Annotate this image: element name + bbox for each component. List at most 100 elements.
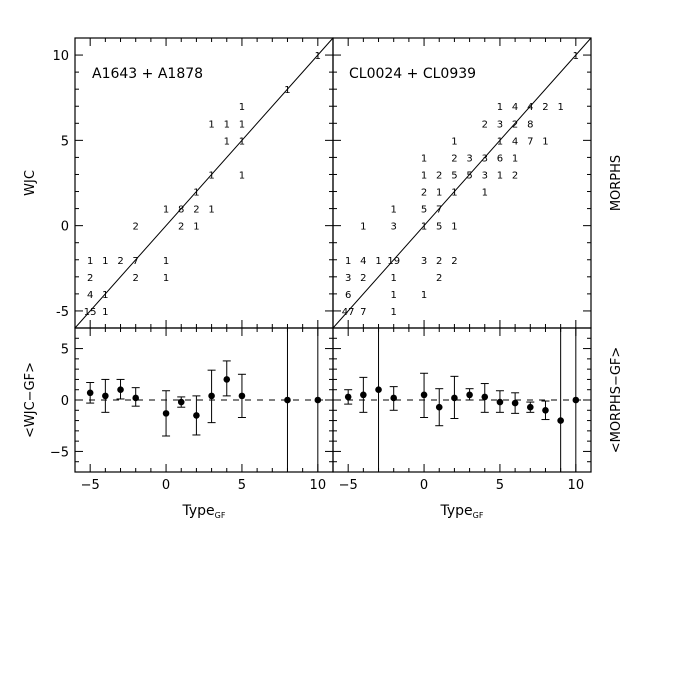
y-tick-label: 10 bbox=[52, 49, 69, 64]
count-label: 5 bbox=[436, 222, 442, 233]
count-label: 1 bbox=[573, 51, 579, 62]
x-tick-label: 5 bbox=[238, 478, 246, 493]
count-label: 3 bbox=[345, 273, 351, 284]
count-label: 2 bbox=[193, 205, 199, 216]
count-label: 1 bbox=[87, 256, 93, 267]
count-label: 4 bbox=[512, 102, 518, 113]
count-label: 1 bbox=[224, 119, 230, 130]
x-tick-label: −5 bbox=[339, 478, 358, 493]
count-label: 4 bbox=[87, 290, 93, 301]
count-label: 8 bbox=[178, 205, 184, 216]
count-label: 4 bbox=[512, 136, 518, 147]
x-tick-label: −5 bbox=[81, 478, 100, 493]
count-label: 1 bbox=[421, 290, 427, 301]
data-point bbox=[193, 412, 200, 419]
data-point bbox=[238, 392, 246, 400]
count-label: 2 bbox=[451, 256, 457, 267]
data-point bbox=[162, 410, 170, 417]
count-label: 3 bbox=[421, 256, 427, 267]
count-label: 3 bbox=[497, 119, 503, 130]
y-tick-label: 0 bbox=[61, 220, 69, 235]
panel-title: CL0024 + CL0939 bbox=[349, 66, 476, 82]
count-label: 1 bbox=[208, 205, 214, 216]
count-label: 6 bbox=[497, 153, 503, 164]
count-label: 1 bbox=[163, 205, 169, 216]
y-tick-label: -5 bbox=[56, 305, 69, 320]
count-label: 1 bbox=[421, 153, 427, 164]
count-label: 5 bbox=[466, 170, 472, 181]
count-label: 1 bbox=[391, 273, 397, 284]
count-label: 2 bbox=[436, 273, 442, 284]
count-label: 1 bbox=[102, 307, 108, 318]
panel-morphs-residuals: <MORPHS−GF> TypeGF −5 0 5 10 bbox=[332, 327, 624, 520]
count-label: 1 bbox=[239, 102, 245, 113]
count-label: 1 bbox=[360, 222, 366, 233]
data-point bbox=[526, 403, 534, 411]
count-label: 5 bbox=[421, 205, 427, 216]
y-tick-label: −5 bbox=[50, 445, 69, 460]
count-label: 2 bbox=[117, 256, 123, 267]
count-label: 1 bbox=[224, 136, 230, 147]
x-axis-label: TypeGF bbox=[182, 503, 226, 520]
y-tick-label: 5 bbox=[61, 343, 69, 358]
count-label: 1 bbox=[163, 273, 169, 284]
count-label: 1 bbox=[451, 222, 457, 233]
count-label: 2 bbox=[421, 188, 427, 199]
data-point bbox=[511, 399, 519, 407]
panel-wjc-residuals: <WJC−GF> TypeGF −5 0 5 10 −5 0 5 bbox=[23, 327, 334, 520]
count-label: 19 bbox=[387, 256, 400, 267]
data-point bbox=[496, 398, 504, 406]
data-point bbox=[420, 391, 428, 399]
panel-title: A1643 + A1878 bbox=[92, 66, 203, 82]
count-label: 1 bbox=[451, 188, 457, 199]
count-label: 4 bbox=[360, 256, 366, 267]
count-label: 2 bbox=[436, 170, 442, 181]
count-label: 7 bbox=[360, 307, 366, 318]
data-point bbox=[208, 392, 215, 400]
count-label: 1 bbox=[239, 170, 245, 181]
count-label: 1 bbox=[163, 256, 169, 267]
data-point bbox=[557, 417, 564, 424]
count-label: 2 bbox=[178, 222, 184, 233]
panel-cl0024-cl0939: CL0024 + CL0939 MORPHS 11 4 4 2 12 3 2 81 4 7 111 2… bbox=[332, 37, 624, 329]
data-point bbox=[284, 396, 291, 404]
count-label: 1 bbox=[497, 102, 503, 113]
count-label: 1 bbox=[512, 153, 518, 164]
count-label: 47 bbox=[342, 307, 355, 318]
count-label: 3 bbox=[466, 153, 472, 164]
count-label: 1 bbox=[208, 170, 214, 181]
data-point bbox=[435, 403, 443, 411]
count-label: 1 bbox=[102, 290, 108, 301]
data-point bbox=[223, 376, 231, 383]
count-label: 2 bbox=[542, 102, 548, 113]
count-label: 1 bbox=[557, 102, 563, 113]
x-axis-label: TypeGF bbox=[440, 503, 484, 520]
count-label: 2 bbox=[482, 119, 488, 130]
count-label: 2 bbox=[360, 273, 366, 284]
y-axis-label-right: <MORPHS−GF> bbox=[609, 347, 624, 454]
count-label: 1 bbox=[284, 85, 290, 96]
count-label: 2 bbox=[512, 119, 518, 130]
count-label: 8 bbox=[527, 119, 533, 130]
data-point bbox=[466, 391, 473, 399]
data-point bbox=[542, 406, 549, 414]
data-point bbox=[117, 386, 124, 394]
one-to-one-line bbox=[332, 37, 592, 329]
data-point bbox=[102, 392, 109, 400]
data-point bbox=[375, 386, 382, 394]
count-label: 2 bbox=[451, 153, 457, 164]
data-point bbox=[344, 393, 352, 401]
count-label: 7 bbox=[133, 256, 139, 267]
x-tick-label: 0 bbox=[420, 478, 428, 493]
count-label: 1 bbox=[193, 188, 199, 199]
count-label: 1 bbox=[436, 188, 442, 199]
x-tick-label: 0 bbox=[162, 478, 170, 493]
count-label: 1 bbox=[482, 188, 488, 199]
count-label: 7 bbox=[436, 205, 442, 216]
data-point bbox=[481, 393, 489, 401]
count-label: 1 bbox=[542, 136, 548, 147]
y-axis-label: <WJC−GF> bbox=[23, 362, 38, 438]
count-label: 1 bbox=[391, 290, 397, 301]
